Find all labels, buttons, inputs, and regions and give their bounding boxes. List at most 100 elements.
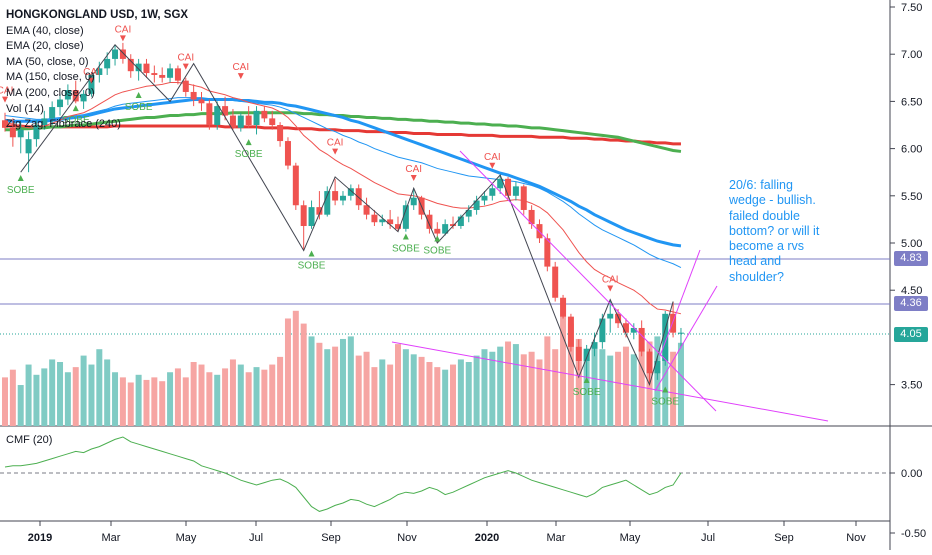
candle-body [253, 110, 260, 125]
candle-body [237, 115, 244, 128]
candle-body [167, 68, 174, 78]
sobe-marker-arrow [72, 105, 79, 112]
price-label-4-83: 4.83 [894, 251, 928, 266]
legend-ma150[interactable]: MA (150, close, 0) [6, 71, 95, 84]
volume-bar [442, 369, 449, 426]
volume-bar [489, 351, 496, 426]
price-tick-label: 3.50 [901, 380, 922, 392]
volume-bar [33, 374, 40, 426]
candle-body [104, 58, 111, 69]
volume-bar [41, 368, 48, 426]
cai-marker-label: CAI [232, 62, 249, 73]
legend-ma50[interactable]: MA (50, close, 0) [6, 55, 89, 68]
volume-bar [544, 336, 551, 426]
sobe-marker-arrow [308, 250, 315, 257]
volume-bar [229, 359, 236, 426]
cai-marker-label: CAI [327, 138, 344, 149]
candle-body [127, 58, 134, 72]
time-tick-label: Jul [701, 532, 715, 544]
volume-bar [402, 349, 409, 426]
cai-marker-arrow [489, 162, 496, 169]
volume-bar [371, 367, 378, 426]
candle-body [607, 313, 614, 319]
volume-bar [190, 362, 197, 426]
sobe-marker-arrow [402, 233, 409, 240]
candle-body [402, 205, 409, 229]
volume-bar [112, 372, 119, 426]
candle-body [465, 209, 472, 217]
volume-bar [552, 349, 559, 426]
candle-body [395, 224, 401, 229]
price-tick-label: 5.50 [901, 191, 922, 203]
time-tick-label: Sep [774, 532, 794, 544]
time-tick-label: May [176, 532, 197, 544]
legend-vol[interactable]: Vol (14) [6, 102, 44, 115]
candle-body [544, 238, 551, 267]
candle-body [355, 188, 362, 206]
candle-body [300, 205, 307, 227]
volume-bar [72, 367, 79, 426]
volume-bar [583, 351, 590, 426]
ema20-line [4, 82, 682, 315]
volume-bar [261, 369, 268, 426]
candle-body [622, 323, 629, 333]
candle-body [261, 110, 268, 119]
sobe-marker-arrow [245, 139, 252, 146]
candle-body [277, 125, 284, 142]
cmf-label[interactable]: CMF (20) [6, 434, 53, 446]
price-tick-label: 6.00 [901, 144, 922, 156]
candle-body [245, 115, 252, 125]
candle-body [347, 188, 354, 196]
candle-body [410, 197, 417, 206]
volume-bar [206, 372, 213, 426]
candle-body [646, 351, 653, 374]
cai-marker-label: CAI [177, 53, 194, 64]
candle-body [72, 90, 79, 102]
volume-bar [49, 359, 56, 426]
sobe-marker-label: SOBE [392, 244, 420, 255]
candle-body [214, 106, 221, 125]
candle-body [473, 200, 480, 210]
legend-ema20[interactable]: EMA (20, close) [6, 40, 84, 53]
price-tick-label: 4.50 [901, 285, 922, 297]
volume-bar [505, 341, 512, 426]
sobe-marker-arrow [135, 91, 142, 98]
cai-marker-arrow [182, 63, 189, 70]
indicator-legend: HONGKONGLAND USD, 1W, SGX EMA (40, close… [6, 8, 188, 133]
sobe-marker-arrow [583, 377, 590, 384]
legend-ma200[interactable]: MA (200, close, 0) [6, 86, 95, 99]
wedge-lower-trendline [391, 341, 829, 422]
volume-bar [575, 338, 582, 426]
candle-body [292, 165, 299, 206]
candle-body [135, 63, 142, 72]
time-tick-label: Nov [397, 532, 417, 544]
candle-body [17, 129, 24, 138]
volume-bar [324, 349, 331, 426]
volume-bar [560, 315, 567, 426]
candle-body [332, 191, 339, 201]
annotation-note[interactable]: 20/6: falling wedge - bullish. failed do… [729, 178, 823, 284]
cmf-line [4, 436, 682, 512]
sobe-marker-label: SOBE [62, 115, 90, 126]
ma200-line [5, 124, 681, 146]
volume-bar [630, 354, 637, 426]
ma150-line [5, 111, 682, 153]
candle-body [677, 332, 684, 334]
volume-bar [607, 355, 614, 426]
volume-bar [387, 364, 394, 426]
volume-bar [599, 349, 606, 426]
price-label-4-05: 4.05 [894, 327, 928, 342]
volume-bar [450, 364, 457, 426]
cai-marker-arrow [2, 96, 8, 103]
legend-ema40[interactable]: EMA (40, close) [6, 24, 84, 37]
candle-body [450, 224, 457, 227]
legend-zigzag[interactable]: Zig Zag, Fibbrace (240) [6, 118, 121, 131]
volume-bar [520, 354, 527, 426]
volume-bar [347, 336, 354, 426]
cai-marker-label: CAI [484, 152, 501, 163]
volume-bar [143, 379, 150, 426]
sobe-marker-label: SOBE [235, 149, 263, 160]
volume-bar [9, 369, 16, 426]
sobe-marker-label: SOBE [7, 185, 35, 196]
